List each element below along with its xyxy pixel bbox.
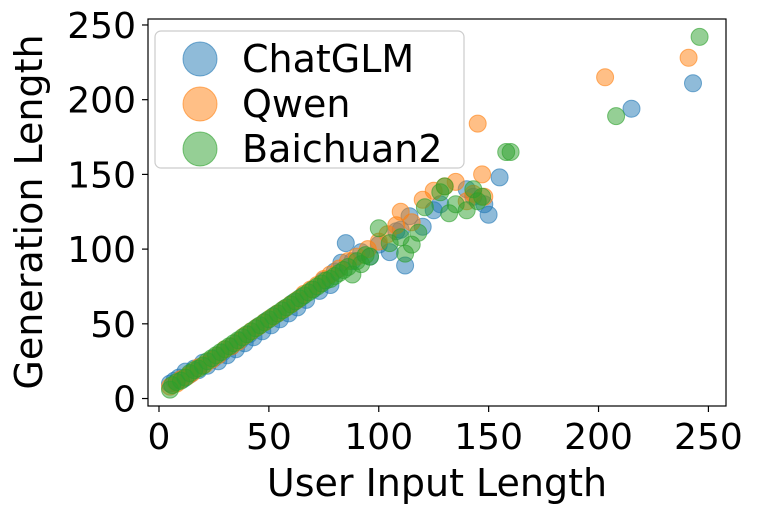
data-point	[473, 187, 492, 206]
data-point	[490, 168, 509, 187]
data-point	[479, 205, 498, 224]
data-point	[415, 198, 434, 217]
data-point	[596, 68, 615, 87]
y-tick-label: 50	[90, 305, 136, 346]
x-tick-label: 50	[246, 417, 292, 458]
x-tick-label: 200	[564, 417, 633, 458]
y-tick-label: 250	[67, 6, 136, 47]
x-axis-ticks: 0 50 100 150 200 250	[148, 406, 743, 458]
y-tick-label: 150	[67, 155, 136, 196]
y-tick-label: 0	[113, 380, 136, 421]
legend-marker	[182, 86, 218, 122]
data-point	[435, 177, 454, 196]
data-point	[607, 107, 626, 126]
data-point	[690, 27, 709, 46]
data-point	[501, 143, 520, 161]
legend-label: ChatGLM	[242, 37, 414, 81]
data-point	[369, 219, 388, 238]
data-points	[161, 27, 709, 399]
legend-box	[154, 30, 465, 169]
data-point	[468, 114, 487, 133]
x-axis-label: User Input Length	[267, 461, 607, 505]
data-point	[361, 247, 379, 266]
y-axis-ticks: 0 50 100 150 200 250	[67, 6, 148, 421]
series-baichuan2	[161, 27, 709, 399]
data-point	[336, 234, 355, 253]
data-point	[622, 99, 641, 118]
x-tick-label: 250	[674, 417, 743, 458]
data-point	[679, 48, 698, 67]
y-axis-label: Generation Length	[7, 34, 51, 389]
data-point	[409, 223, 428, 242]
data-point	[684, 74, 702, 93]
legend-marker	[182, 41, 218, 77]
data-point	[473, 165, 492, 184]
legend-label: Baichuan2	[242, 127, 443, 171]
plot-frame	[147, 18, 727, 407]
x-tick-label: 100	[344, 417, 413, 458]
data-point	[391, 202, 410, 221]
y-tick-label: 100	[67, 230, 136, 271]
x-tick-label: 150	[454, 417, 523, 458]
x-tick-label: 0	[148, 417, 171, 458]
legend-marker	[182, 131, 218, 167]
legend-label: Qwen	[242, 82, 350, 126]
y-tick-label: 200	[67, 81, 136, 122]
